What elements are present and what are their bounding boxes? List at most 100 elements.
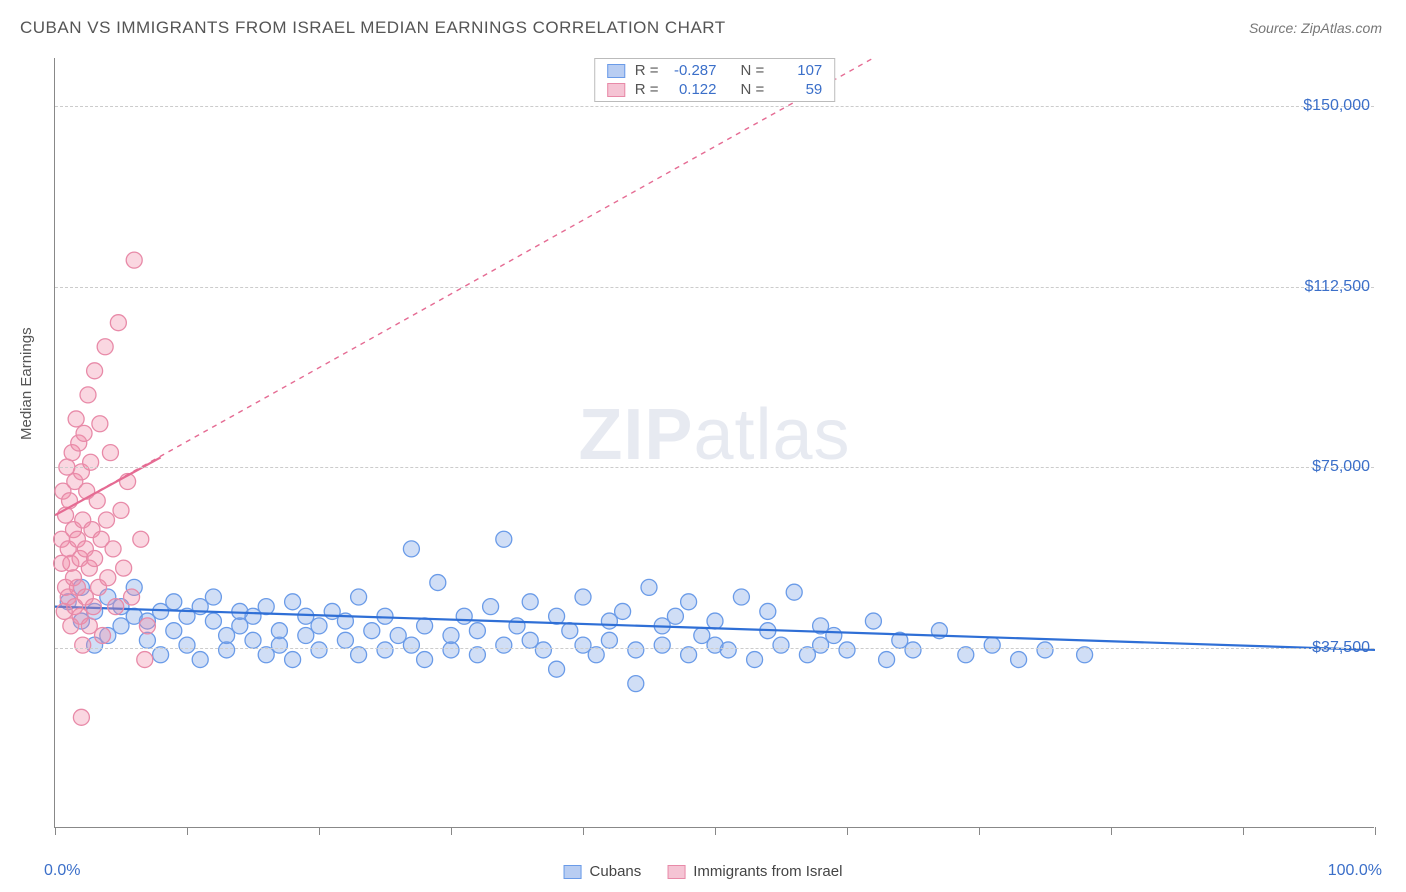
scatter-point bbox=[219, 642, 235, 658]
scatter-point bbox=[549, 661, 565, 677]
scatter-point bbox=[139, 618, 155, 634]
scatter-point bbox=[522, 594, 538, 610]
scatter-point bbox=[271, 637, 287, 653]
scatter-point bbox=[430, 575, 446, 591]
scatter-point bbox=[707, 613, 723, 629]
scatter-point bbox=[285, 594, 301, 610]
scatter-point bbox=[469, 647, 485, 663]
y-tick-label: $37,500 bbox=[1312, 639, 1378, 657]
x-axis-max-label: 100.0% bbox=[1328, 862, 1382, 880]
scatter-point bbox=[588, 647, 604, 663]
stats-legend-row: R =0.122N =59 bbox=[595, 80, 835, 99]
scatter-point bbox=[153, 647, 169, 663]
scatter-point bbox=[628, 642, 644, 658]
series-legend: Cubans Immigrants from Israel bbox=[564, 863, 843, 880]
x-axis-min-label: 0.0% bbox=[44, 862, 80, 880]
scatter-point bbox=[839, 642, 855, 658]
scatter-point bbox=[351, 647, 367, 663]
gridline-horizontal bbox=[55, 106, 1374, 107]
scatter-point bbox=[469, 623, 485, 639]
scatter-point bbox=[496, 531, 512, 547]
legend-swatch bbox=[607, 83, 625, 97]
x-tick bbox=[55, 827, 56, 835]
scatter-point bbox=[984, 637, 1000, 653]
x-tick bbox=[451, 827, 452, 835]
scatter-point bbox=[720, 642, 736, 658]
source-attribution: Source: ZipAtlas.com bbox=[1249, 20, 1382, 36]
scatter-point bbox=[456, 608, 472, 624]
r-label: R = bbox=[635, 81, 659, 98]
x-tick bbox=[187, 827, 188, 835]
scatter-point bbox=[826, 628, 842, 644]
scatter-point bbox=[575, 589, 591, 605]
scatter-point bbox=[958, 647, 974, 663]
scatter-point bbox=[179, 637, 195, 653]
scatter-point bbox=[98, 512, 114, 528]
scatter-point bbox=[271, 623, 287, 639]
scatter-point bbox=[87, 551, 103, 567]
scatter-point bbox=[403, 637, 419, 653]
scatter-point bbox=[75, 637, 91, 653]
legend-swatch bbox=[607, 64, 625, 78]
scatter-point bbox=[245, 632, 261, 648]
scatter-point bbox=[443, 642, 459, 658]
scatter-point bbox=[364, 623, 380, 639]
scatter-point bbox=[681, 647, 697, 663]
scatter-point bbox=[865, 613, 881, 629]
scatter-point bbox=[258, 599, 274, 615]
scatter-point bbox=[879, 652, 895, 668]
n-value: 107 bbox=[774, 62, 822, 79]
scatter-point bbox=[92, 416, 108, 432]
scatter-point bbox=[124, 589, 140, 605]
scatter-point bbox=[403, 541, 419, 557]
gridline-horizontal bbox=[55, 287, 1374, 288]
scatter-point bbox=[773, 637, 789, 653]
scatter-point bbox=[285, 652, 301, 668]
scatter-point bbox=[205, 613, 221, 629]
scatter-point bbox=[133, 531, 149, 547]
scatter-point bbox=[97, 339, 113, 355]
scatter-point bbox=[126, 252, 142, 268]
scatter-point bbox=[654, 637, 670, 653]
stats-legend-box: R =-0.287N =107R =0.122N =59 bbox=[594, 58, 836, 102]
gridline-horizontal bbox=[55, 467, 1374, 468]
scatter-point bbox=[85, 599, 101, 615]
scatter-point bbox=[905, 642, 921, 658]
scatter-point bbox=[417, 652, 433, 668]
scatter-point bbox=[337, 632, 353, 648]
r-label: R = bbox=[635, 62, 659, 79]
scatter-point bbox=[496, 637, 512, 653]
y-axis-label: Median Earnings bbox=[18, 327, 35, 440]
scatter-point bbox=[747, 652, 763, 668]
scatter-point bbox=[641, 579, 657, 595]
x-tick bbox=[583, 827, 584, 835]
scatter-point bbox=[113, 502, 129, 518]
r-value: 0.122 bbox=[669, 81, 717, 98]
scatter-point bbox=[615, 603, 631, 619]
scatter-point bbox=[377, 642, 393, 658]
legend-label: Immigrants from Israel bbox=[693, 863, 842, 880]
legend-item: Immigrants from Israel bbox=[667, 863, 842, 880]
scatter-point bbox=[601, 632, 617, 648]
scatter-point bbox=[95, 628, 111, 644]
scatter-point bbox=[110, 315, 126, 331]
scatter-point bbox=[205, 589, 221, 605]
x-tick bbox=[319, 827, 320, 835]
x-tick bbox=[847, 827, 848, 835]
scatter-point bbox=[351, 589, 367, 605]
scatter-point bbox=[1037, 642, 1053, 658]
legend-label: Cubans bbox=[590, 863, 642, 880]
scatter-point bbox=[786, 584, 802, 600]
stats-legend-row: R =-0.287N =107 bbox=[595, 61, 835, 80]
scatter-point bbox=[562, 623, 578, 639]
scatter-point bbox=[166, 594, 182, 610]
scatter-point bbox=[1011, 652, 1027, 668]
n-label: N = bbox=[741, 62, 765, 79]
scatter-svg bbox=[55, 58, 1374, 827]
scatter-point bbox=[681, 594, 697, 610]
y-tick-label: $75,000 bbox=[1312, 458, 1378, 476]
y-tick-label: $150,000 bbox=[1303, 97, 1378, 115]
y-tick-label: $112,500 bbox=[1304, 278, 1378, 296]
scatter-point bbox=[137, 652, 153, 668]
scatter-point bbox=[100, 570, 116, 586]
